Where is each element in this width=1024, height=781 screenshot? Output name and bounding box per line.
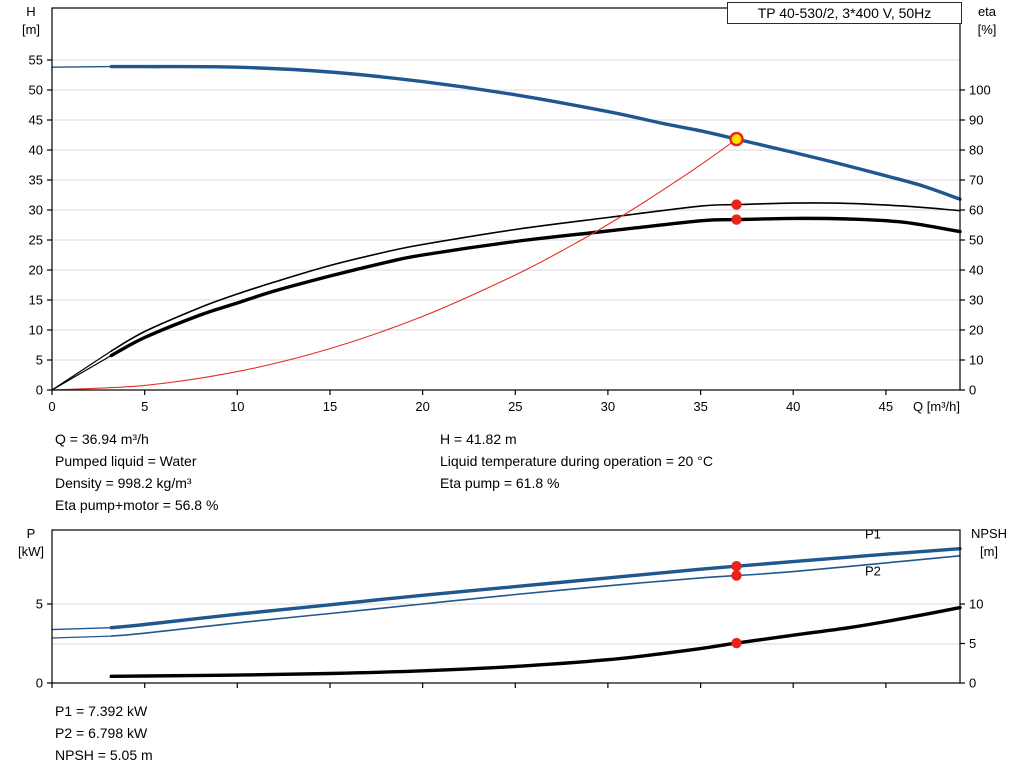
right-tick-label: 40 <box>969 263 983 278</box>
right-tick-label: 60 <box>969 203 983 218</box>
operating-info-left-column: Q = 36.94 m³/h Pumped liquid = Water Den… <box>55 428 440 516</box>
info-eta-pump: Eta pump = 61.8 % <box>440 475 560 491</box>
x-tick-label: 10 <box>230 399 244 414</box>
left-tick-label: 50 <box>29 83 43 98</box>
head-efficiency-chart: 0510152025303540455055010203040506070809… <box>22 4 997 414</box>
curve-npsh <box>109 605 962 678</box>
curve-eta-pump-motor <box>109 216 962 358</box>
eta-pump-point <box>731 199 742 210</box>
left-tick-label: 5 <box>36 597 43 612</box>
y-right-axis-title: [m] <box>980 544 998 559</box>
curve-system-curve <box>51 138 738 391</box>
left-tick-label: 40 <box>29 143 43 158</box>
right-tick-label: 50 <box>969 233 983 248</box>
p1-point <box>731 561 742 572</box>
curve-head-lead <box>51 65 112 68</box>
eta-pump-motor-point <box>731 214 742 225</box>
left-tick-label: 5 <box>36 353 43 368</box>
left-tick-label: 20 <box>29 263 43 278</box>
info-liquid-temperature: Liquid temperature during operation = 20… <box>440 453 713 469</box>
x-tick-label: 45 <box>879 399 893 414</box>
p1-curve-label: P1 <box>865 526 881 541</box>
y-left-axis-title: [kW] <box>18 544 44 559</box>
info-npsh: NPSH = 5.05 m <box>55 747 153 763</box>
plot-frame <box>51 529 961 684</box>
curve-eta-pump-motor-lead <box>51 354 112 391</box>
y-left-axis-title: P <box>27 526 36 541</box>
right-tick-label: 100 <box>969 83 991 98</box>
curve-p2 <box>110 555 961 637</box>
y-left-axis-title: H <box>26 4 35 19</box>
info-eta-pump-motor: Eta pump+motor = 56.8 % <box>55 497 219 513</box>
curve-eta-pump <box>110 202 961 352</box>
x-tick-label: 0 <box>48 399 55 414</box>
right-tick-label: 90 <box>969 113 983 128</box>
operating-info-right-column: H = 41.82 m Liquid temperature during op… <box>440 428 713 516</box>
left-tick-label: 10 <box>29 323 43 338</box>
x-axis-label: Q [m³/h] <box>913 399 960 414</box>
y-right-axis-title: [%] <box>978 22 997 37</box>
x-tick-label: 25 <box>508 399 522 414</box>
left-tick-label: 0 <box>36 383 43 398</box>
info-pumped-liquid: Pumped liquid = Water <box>55 453 197 469</box>
left-tick-label: 45 <box>29 113 43 128</box>
right-tick-label: 10 <box>969 353 983 368</box>
right-tick-label: 10 <box>969 597 983 612</box>
curve-p1-lead <box>51 627 112 631</box>
right-tick-label: 30 <box>969 293 983 308</box>
right-tick-label: 70 <box>969 173 983 188</box>
x-tick-label: 40 <box>786 399 800 414</box>
npsh-point <box>731 637 742 649</box>
x-tick-label: 15 <box>323 399 337 414</box>
right-tick-label: 0 <box>969 676 976 691</box>
info-head: H = 41.82 m <box>440 431 517 447</box>
pump-model-title: TP 40-530/2, 3*400 V, 50Hz <box>727 2 962 24</box>
curve-p1 <box>109 547 962 630</box>
info-density: Density = 998.2 kg/m³ <box>55 475 192 491</box>
left-tick-label: 25 <box>29 233 43 248</box>
curve-p2-lead <box>51 635 112 639</box>
info-p1: P1 = 7.392 kW <box>55 703 148 719</box>
info-flow: Q = 36.94 m³/h <box>55 431 149 447</box>
x-tick-label: 20 <box>415 399 429 414</box>
plot-frame <box>51 7 961 391</box>
left-tick-label: 0 <box>36 676 43 691</box>
p2-point <box>731 570 742 581</box>
left-tick-label: 35 <box>29 173 43 188</box>
curve-eta-pump-lead <box>51 350 112 391</box>
left-tick-label: 15 <box>29 293 43 308</box>
y-left-axis-title: [m] <box>22 22 40 37</box>
head-efficiency-chart-wrap: 0 5 10 15 20 25 30 35 40 45 50 55 0 10 20 30 40 50 60 70 80 9… <box>22 2 997 414</box>
left-tick-label: 30 <box>29 203 43 218</box>
y-right-axis-title: eta <box>978 4 997 19</box>
operating-point-info: Q = 36.94 m³/h Pumped liquid = Water Den… <box>55 428 1024 516</box>
curve-head <box>109 64 962 201</box>
left-tick-label: 55 <box>29 53 43 68</box>
right-tick-label: 20 <box>969 323 983 338</box>
x-tick-label: 5 <box>141 399 148 414</box>
power-npsh-info: P1 = 7.392 kW P2 = 6.798 kW NPSH = 5.05 … <box>55 700 1024 766</box>
right-tick-label: 80 <box>969 143 983 158</box>
right-tick-label: 5 <box>969 636 976 651</box>
duty-point <box>729 131 744 147</box>
right-tick-label: 0 <box>969 383 976 398</box>
x-tick-label: 35 <box>693 399 707 414</box>
y-right-axis-title: NPSH <box>971 526 1007 541</box>
info-p2: P2 = 6.798 kW <box>55 725 148 741</box>
x-tick-label: 30 <box>601 399 615 414</box>
power-npsh-chart: 0 5 0 5 10 P [kW] NPSH [m] P1 P2 <box>18 526 1007 691</box>
p2-curve-label: P2 <box>865 564 881 579</box>
